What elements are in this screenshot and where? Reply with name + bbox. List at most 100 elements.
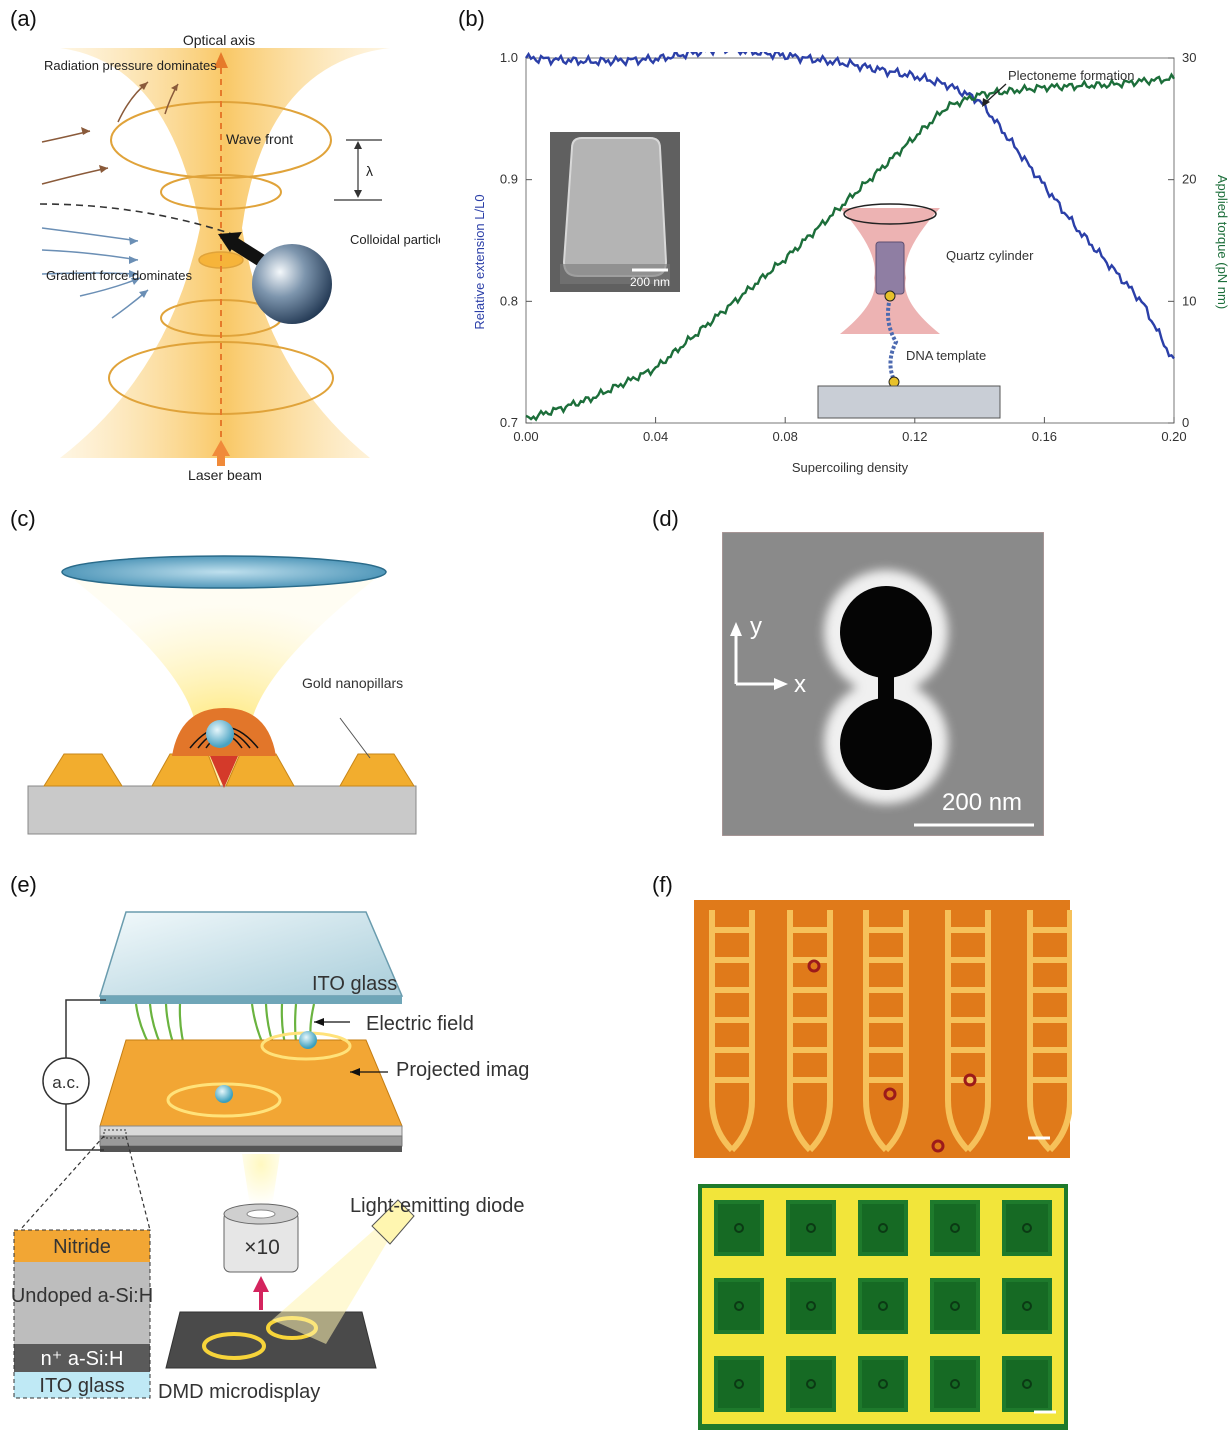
led-beam — [272, 1216, 398, 1344]
dmd-label: DMD microdisplay — [158, 1381, 320, 1403]
trapped-cell — [883, 1087, 897, 1101]
gold-pillar — [339, 753, 415, 787]
radiation-label: Radiation pressure dominates — [44, 58, 217, 73]
layer-undoped — [14, 1262, 150, 1344]
y-right-tick-label: 10 — [1182, 293, 1196, 308]
layer-label-ndoped: n⁺ a-Si:H — [41, 1348, 124, 1370]
panel-label-a: (a) — [10, 6, 37, 31]
micrograph-top — [694, 900, 1070, 1158]
panel-label-c: (c) — [10, 506, 36, 531]
x-tick-label: 0.16 — [1032, 429, 1057, 444]
y-right-tick-label: 30 — [1182, 52, 1196, 65]
x-tick-label: 0.04 — [643, 429, 668, 444]
y-right-tick-label: 20 — [1182, 172, 1196, 187]
plectoneme-annotation: Plectoneme formation — [1008, 68, 1134, 83]
layer-ndoped — [14, 1344, 150, 1372]
dmd-microdisplay — [165, 1311, 377, 1369]
trap-cell-area — [934, 1360, 976, 1408]
trap-cell-area — [934, 1204, 976, 1252]
square-electrode — [990, 1344, 1064, 1424]
square-electrode — [918, 1344, 992, 1424]
trapped-cell — [950, 1223, 960, 1233]
annotation-arrow — [983, 83, 1007, 105]
trapped-cell — [963, 1073, 977, 1087]
supercoiling-chart: 0.00 0.04 0.08 0.12 0.16 0.20 0.7 0.8 0.9 1.0 0 10 2… — [472, 52, 1228, 475]
square-electrode — [846, 1188, 920, 1268]
trapped-cell — [806, 1223, 816, 1233]
trap-cell-area — [1006, 1360, 1048, 1408]
trap-cell-area — [718, 1360, 760, 1408]
trap-inset: Quartz cylinder DNA template — [817, 203, 1034, 419]
inset-scale-label: 200 nm — [630, 275, 670, 289]
square-electrode — [774, 1188, 848, 1268]
led-label: Light-emitting diode — [350, 1195, 525, 1217]
square-electrode — [702, 1188, 776, 1268]
torque-series-line — [525, 72, 1176, 422]
square-electrode — [702, 1266, 776, 1346]
electric-field-label: Electric field — [366, 1013, 474, 1035]
light-path — [242, 1154, 280, 1206]
square-electrode — [846, 1266, 920, 1346]
trap-cell-area — [862, 1204, 904, 1252]
trapped-cell — [878, 1301, 888, 1311]
oet-diagram: ITO glass Electric field Projected image… — [11, 911, 530, 1403]
lens — [61, 555, 387, 589]
panel-label-d: (d) — [652, 506, 679, 531]
quartz-cylinder-label: Quartz cylinder — [946, 248, 1034, 263]
sem-inset: 200 nm — [550, 132, 680, 292]
electrode-ladder — [729, 910, 755, 1153]
laser-beam-label: Laser beam — [188, 467, 262, 483]
axis-arrow-icon — [214, 52, 228, 68]
y-right-axis-label: Applied torque (pN nm) — [1215, 175, 1228, 309]
trapped-cell — [1022, 1223, 1032, 1233]
trapped-cell — [878, 1223, 888, 1233]
electrode-ladder — [807, 910, 833, 1153]
label-leader — [339, 717, 371, 759]
substrate — [27, 785, 417, 835]
electrode-ladder — [883, 910, 909, 1153]
nanopillar-diagram: Gold nanopillars — [27, 555, 417, 835]
double-nanohole-sem: y x 200 nm — [722, 532, 1044, 836]
y-tick-label: 0.9 — [500, 172, 518, 187]
extension-series-line — [524, 52, 1175, 360]
y-right-tick-label: 0 — [1182, 415, 1189, 430]
gradient-arrow — [41, 227, 139, 242]
trapped-cell — [807, 959, 821, 973]
trapped-cell — [931, 1139, 945, 1153]
wave-front-label: Wave front — [226, 131, 293, 147]
deflected-path — [39, 203, 233, 235]
trap-cell-area — [1006, 1282, 1048, 1330]
square-electrode — [918, 1188, 992, 1268]
trapped-cell — [734, 1301, 744, 1311]
x-tick-label: 0.08 — [773, 429, 798, 444]
trap-cell-area — [1006, 1204, 1048, 1252]
x-tick-label: 0.12 — [902, 429, 927, 444]
trap-cell-area — [790, 1360, 832, 1408]
electrode-ladder — [1047, 910, 1072, 1153]
optical-axis-label: Optical axis — [183, 32, 255, 48]
trap-cell-area — [934, 1282, 976, 1330]
square-electrode — [774, 1344, 848, 1424]
scale-label: 200 nm — [942, 789, 1022, 816]
electrode-ladder — [709, 910, 735, 1153]
trapped-cell — [734, 1223, 744, 1233]
ac-label: a.c. — [52, 1073, 79, 1092]
square-electrode — [918, 1266, 992, 1346]
optical-trap-diagram: Optical axis Radiation pressure dominate… — [39, 32, 440, 483]
trap-cell-area — [790, 1282, 832, 1330]
square-electrode — [702, 1344, 776, 1424]
layer-label-ito: ITO glass — [39, 1375, 124, 1397]
gold-nanopillars-label: Gold nanopillars — [302, 675, 403, 691]
trapped-cell — [1022, 1301, 1032, 1311]
y-tick-label: 1.0 — [500, 52, 518, 65]
light-cone — [64, 572, 384, 786]
trap-cell-area — [862, 1360, 904, 1408]
trapped-cell — [950, 1301, 960, 1311]
trapped-cell — [734, 1379, 744, 1389]
square-electrode — [990, 1266, 1064, 1346]
circuit-wire — [65, 1104, 104, 1151]
trapped-cell — [1022, 1379, 1032, 1389]
electrode-ladder — [945, 910, 971, 1153]
colloidal-particle — [252, 244, 332, 324]
radiation-arrow — [41, 167, 109, 185]
